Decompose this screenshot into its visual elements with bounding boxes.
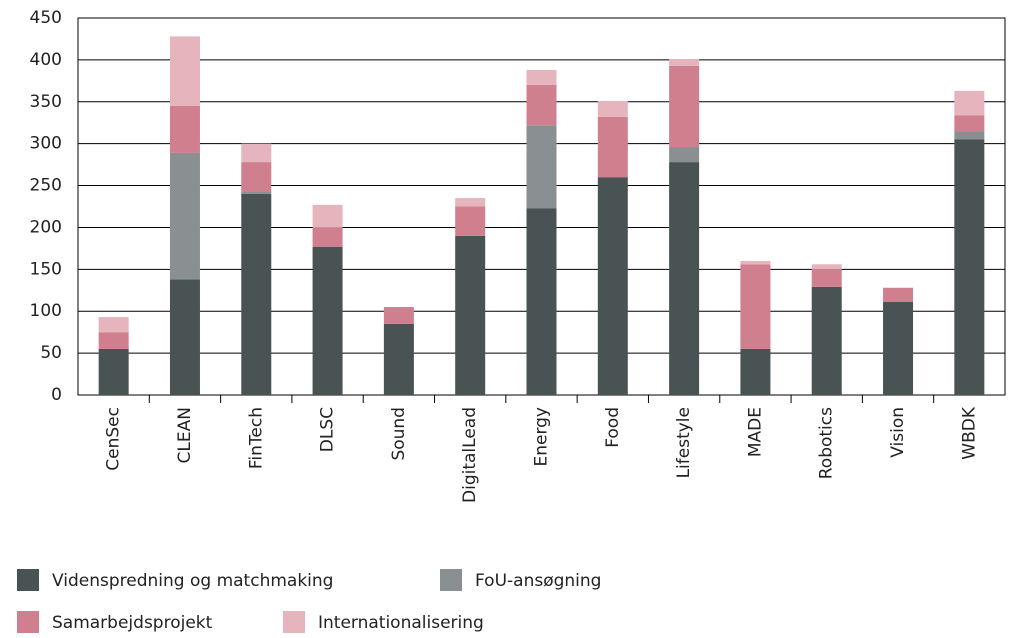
x-tick-label: Sound	[389, 407, 409, 461]
bar-segment	[241, 143, 272, 163]
bar-segment	[312, 204, 343, 228]
y-tick-label: 450	[30, 8, 62, 28]
bar-segment	[811, 269, 842, 287]
x-tick-label: MADE	[745, 407, 765, 457]
bar-segment	[669, 59, 700, 66]
legend-swatch	[17, 569, 39, 591]
bar-segment	[954, 90, 985, 116]
bar-segment	[241, 162, 272, 192]
y-tick-label: 200	[30, 217, 62, 237]
y-tick-label: 50	[40, 343, 62, 363]
bar-segment	[526, 125, 557, 209]
bar-segment	[383, 307, 414, 324]
x-tick-label: FinTech	[246, 407, 266, 469]
bar-segment	[740, 348, 771, 395]
bar-segment	[526, 69, 557, 86]
legend-swatch	[440, 569, 462, 591]
bar-segment	[383, 323, 414, 395]
bar-segment	[169, 105, 200, 153]
bar-segment	[597, 100, 628, 117]
y-tick-label: 0	[51, 385, 62, 405]
x-tick-label: CenSec	[104, 407, 124, 471]
bar-segment	[954, 115, 985, 132]
bar-segment	[597, 177, 628, 395]
bar-segment	[811, 286, 842, 395]
bar-segment	[526, 85, 557, 126]
y-tick-label: 400	[30, 50, 62, 70]
y-tick-label: 100	[30, 301, 62, 321]
bar-segment	[169, 279, 200, 395]
x-tick-label: CLEAN	[175, 407, 195, 463]
bar-segment	[98, 332, 129, 349]
bar-segment	[241, 191, 272, 194]
legend-label: FoU-ansøgning	[475, 571, 601, 591]
bar-segment	[455, 235, 486, 395]
bar-segment	[169, 152, 200, 280]
bar-segment	[98, 348, 129, 395]
bar-segment	[455, 206, 486, 236]
x-tick-label: DLSC	[318, 407, 338, 452]
x-tick-label: WBDK	[959, 406, 979, 460]
x-tick-label: Lifestyle	[674, 407, 694, 478]
y-tick-label: 150	[30, 259, 62, 279]
bar-segment	[669, 147, 700, 163]
x-tick-label: Robotics	[817, 407, 837, 479]
bar-segment	[597, 116, 628, 178]
bar-segment	[954, 139, 985, 395]
legend-label: Videnspredning og matchmaking	[52, 571, 333, 591]
bar-segment	[740, 264, 771, 349]
x-tick-label: Vision	[888, 407, 908, 458]
bar-segment	[526, 208, 557, 395]
legend-swatch	[17, 611, 39, 633]
bar-segment	[312, 227, 343, 247]
bar-segment	[669, 65, 700, 148]
x-tick-label: Food	[603, 407, 623, 448]
x-tick-label: Energy	[532, 407, 552, 467]
bar-segment	[883, 302, 914, 395]
bar-segment	[954, 131, 985, 140]
bar-segment	[455, 198, 486, 207]
bar-segment	[811, 264, 842, 270]
legend-label: Internationalisering	[318, 613, 484, 633]
y-tick-label: 350	[30, 92, 62, 112]
bar-segment	[169, 36, 200, 106]
bar-segment	[669, 162, 700, 395]
bar-segment	[241, 193, 272, 395]
bar-segment	[312, 246, 343, 395]
y-tick-label: 300	[30, 134, 62, 154]
y-tick-label: 250	[30, 176, 62, 196]
bar-segment	[740, 260, 771, 265]
bar-segment	[98, 317, 129, 333]
legend-swatch	[283, 611, 305, 633]
x-tick-label: DigitalLead	[460, 407, 480, 503]
legend-label: Samarbejdsprojekt	[52, 613, 213, 633]
bar-segment	[883, 287, 914, 303]
